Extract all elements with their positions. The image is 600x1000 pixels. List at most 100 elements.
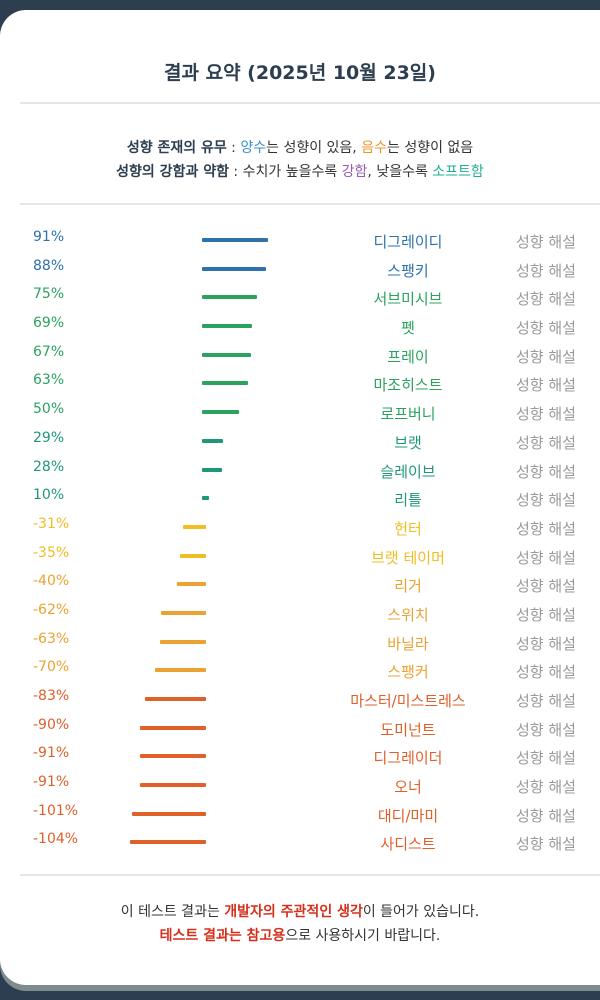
result-row: -70% 스팽커 성향 해설 (0, 659, 600, 688)
highlight: 테스트 결과는 참고용 (159, 928, 286, 944)
score-bar (139, 783, 206, 788)
tendency-name[interactable]: 사디스트 (380, 835, 436, 854)
tendency-name[interactable]: 오너 (394, 778, 422, 797)
score-bar (202, 266, 267, 271)
legend: 성향 존재의 유무 : 양수는 성향이 있음, 음수는 성향이 없음 성향의 강… (0, 136, 600, 184)
percent-value: 50% (33, 401, 65, 418)
tendency-description-link[interactable]: 성향 해설 (516, 778, 576, 797)
tendency-name[interactable]: 슬레이브 (380, 462, 436, 481)
tendency-description-link[interactable]: 성향 해설 (516, 605, 576, 624)
tendency-name[interactable]: 서브미시브 (373, 290, 443, 309)
negative-term: 음수 (361, 140, 387, 156)
percent-value: 75% (33, 286, 65, 303)
percent-value: -91% (33, 745, 70, 762)
positive-term: 양수 (240, 140, 267, 156)
percent-value: -40% (33, 573, 70, 590)
percent-value: -104% (33, 831, 79, 848)
tendency-description-link[interactable]: 성향 해설 (516, 749, 576, 768)
tendency-description-link[interactable]: 성향 해설 (516, 376, 576, 395)
score-bar (154, 668, 206, 673)
legend-label: 성향 존재의 유무 (126, 140, 227, 156)
tendency-name[interactable]: 브랫 테이머 (371, 548, 445, 567)
percent-value: -31% (33, 515, 70, 532)
tendency-description-link[interactable]: 성향 해설 (516, 319, 576, 338)
score-bar (139, 754, 206, 759)
result-list: 91% 디그레이디 성향 해설 88% 스팽키 성향 해설 75% 서브미시브 성향 해설 69%… (0, 229, 600, 860)
percent-value: 67% (33, 343, 65, 360)
score-bar (202, 324, 253, 329)
percent-value: -70% (33, 659, 70, 676)
score-bar (132, 811, 206, 816)
percent-value: 69% (33, 315, 65, 332)
score-bar (180, 553, 206, 558)
tendency-name[interactable]: 마조히스트 (373, 376, 443, 395)
tendency-description-link[interactable]: 성향 해설 (516, 405, 576, 424)
tendency-description-link[interactable]: 성향 해설 (516, 577, 576, 596)
tendency-description-link[interactable]: 성향 해설 (516, 634, 576, 653)
tendency-name[interactable]: 스위치 (387, 605, 429, 624)
tendency-description-link[interactable]: 성향 해설 (516, 692, 576, 710)
tendency-name[interactable]: 헌터 (394, 519, 422, 538)
tendency-description-link[interactable]: 성향 해설 (516, 663, 576, 682)
tendency-description-link[interactable]: 성향 해설 (516, 233, 576, 251)
tendency-description-link[interactable]: 성향 해설 (516, 433, 576, 452)
tendency-name[interactable]: 도미넌트 (380, 720, 436, 739)
text: 이 들어가 있습니다. (362, 904, 480, 920)
tendency-name[interactable]: 펫 (401, 319, 415, 338)
sep: : (228, 164, 243, 180)
result-row: -62% 스위치 성향 해설 (0, 602, 600, 631)
tendency-name[interactable]: 리틀 (394, 491, 422, 510)
tendency-description-link[interactable]: 성향 해설 (516, 835, 576, 854)
divider (20, 874, 600, 876)
result-row: 50% 로프버니 성향 해설 (0, 401, 600, 430)
tendency-description-link[interactable]: 성향 해설 (516, 720, 576, 739)
score-bar (202, 295, 257, 300)
tendency-name[interactable]: 바닐라 (387, 634, 429, 653)
tendency-description-link[interactable]: 성향 해설 (516, 806, 576, 825)
percent-value: 91% (33, 229, 65, 245)
text: 으로 사용하시기 바랍니다. (285, 928, 441, 944)
soft-term: 소프트함 (432, 164, 484, 180)
result-summary-card: 결과 요약 (2025년 10월 23일) 성향 존재의 유무 : 양수는 성향… (0, 10, 600, 985)
tendency-name[interactable]: 디그레이디 (373, 233, 443, 251)
result-row: -31% 헌터 성향 해설 (0, 516, 600, 545)
score-bar (176, 582, 206, 587)
result-row: 88% 스팽키 성향 해설 (0, 258, 600, 287)
result-row: -40% 리거 성향 해설 (0, 573, 600, 602)
tendency-description-link[interactable]: 성향 해설 (516, 261, 576, 280)
percent-value: -83% (33, 688, 70, 704)
percent-value: -62% (33, 601, 70, 618)
legend-line-strength: 성향의 강함과 약함 : 수치가 높을수록 강함, 낮을수록 소프트함 (0, 160, 600, 184)
tendency-name[interactable]: 리거 (394, 577, 422, 596)
highlight: 개발자의 주관적인 생각 (224, 904, 363, 920)
percent-value: 63% (33, 372, 65, 389)
tendency-description-link[interactable]: 성향 해설 (516, 519, 576, 538)
result-row: -63% 바닐라 성향 해설 (0, 631, 600, 660)
tendency-name[interactable]: 디그레이더 (373, 749, 443, 768)
result-row: -35% 브랫 테이머 성향 해설 (0, 545, 600, 574)
result-row: -91% 오너 성향 해설 (0, 774, 600, 803)
page-title: 결과 요약 (2025년 10월 23일) (164, 62, 436, 84)
tendency-description-link[interactable]: 성향 해설 (516, 491, 576, 510)
tendency-name[interactable]: 스팽커 (387, 663, 429, 682)
tendency-name[interactable]: 브랫 (394, 433, 422, 452)
result-row: -90% 도미넌트 성향 해설 (0, 717, 600, 746)
tendency-description-link[interactable]: 성향 해설 (516, 462, 576, 481)
percent-value: 88% (33, 257, 65, 274)
legend-line-existence: 성향 존재의 유무 : 양수는 성향이 있음, 음수는 성향이 없음 (0, 136, 600, 160)
tendency-name[interactable]: 로프버니 (380, 405, 436, 424)
tendency-description-link[interactable]: 성향 해설 (516, 347, 576, 366)
score-bar (202, 381, 248, 386)
percent-value: -63% (33, 630, 70, 647)
tendency-description-link[interactable]: 성향 해설 (516, 548, 576, 567)
percent-value: -35% (33, 544, 70, 561)
tendency-name[interactable]: 대디/마미 (377, 806, 439, 825)
tendency-description-link[interactable]: 성향 해설 (516, 290, 576, 309)
tendency-name[interactable]: 스팽키 (387, 261, 429, 280)
text: 는 성향이 없음 (386, 140, 474, 156)
result-row: 29% 브랫 성향 해설 (0, 430, 600, 459)
tendency-name[interactable]: 프레이 (387, 347, 429, 366)
tendency-name[interactable]: 마스터/미스트레스 (350, 692, 466, 710)
score-bar (202, 410, 239, 415)
score-bar (145, 697, 206, 701)
